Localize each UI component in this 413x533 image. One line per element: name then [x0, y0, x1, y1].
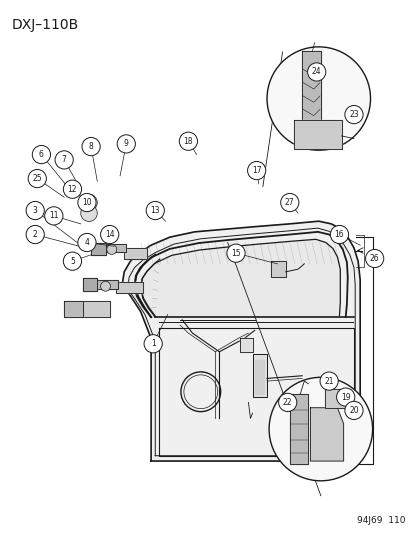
Ellipse shape [367, 256, 380, 266]
Text: 20: 20 [348, 406, 358, 415]
Text: 17: 17 [251, 166, 261, 175]
Polygon shape [240, 338, 252, 352]
Circle shape [336, 388, 354, 406]
Polygon shape [289, 394, 308, 464]
Circle shape [268, 377, 372, 481]
Circle shape [78, 193, 96, 212]
Polygon shape [124, 248, 147, 259]
Polygon shape [301, 51, 320, 147]
Circle shape [26, 225, 44, 244]
Polygon shape [81, 301, 109, 317]
Text: 15: 15 [230, 249, 240, 257]
Circle shape [45, 207, 63, 225]
Text: 16: 16 [334, 230, 344, 239]
Circle shape [78, 233, 96, 252]
Text: 19: 19 [340, 393, 350, 401]
Circle shape [307, 63, 325, 81]
Circle shape [82, 138, 100, 156]
Text: 22: 22 [282, 398, 292, 407]
Text: 21: 21 [324, 377, 333, 385]
Polygon shape [293, 120, 341, 149]
Circle shape [28, 169, 46, 188]
Polygon shape [91, 243, 105, 255]
Circle shape [81, 205, 97, 222]
Polygon shape [64, 301, 83, 317]
Polygon shape [141, 240, 339, 317]
Text: 12: 12 [68, 185, 77, 193]
Circle shape [330, 225, 348, 244]
Text: 23: 23 [348, 110, 358, 119]
Circle shape [144, 335, 162, 353]
Circle shape [63, 180, 81, 198]
Text: 10: 10 [82, 198, 92, 207]
Text: 14: 14 [104, 230, 114, 239]
Text: 3: 3 [33, 206, 38, 215]
Polygon shape [103, 244, 126, 252]
Text: 1: 1 [150, 340, 155, 348]
Circle shape [100, 281, 110, 291]
Polygon shape [95, 280, 118, 289]
Text: 7: 7 [62, 156, 66, 164]
Text: 8: 8 [88, 142, 93, 151]
Circle shape [81, 194, 97, 211]
Text: 2: 2 [33, 230, 38, 239]
Circle shape [247, 161, 265, 180]
Polygon shape [254, 360, 263, 394]
Polygon shape [116, 282, 142, 293]
Circle shape [278, 393, 296, 411]
Polygon shape [310, 408, 343, 461]
Text: 11: 11 [49, 212, 58, 220]
Text: 13: 13 [150, 206, 160, 215]
Text: 94J69  110: 94J69 110 [357, 516, 405, 525]
Polygon shape [83, 278, 97, 291]
Text: DXJ–110B: DXJ–110B [12, 18, 79, 32]
Text: 27: 27 [284, 198, 294, 207]
Circle shape [280, 193, 298, 212]
Circle shape [179, 132, 197, 150]
Polygon shape [252, 354, 266, 397]
Text: 4: 4 [84, 238, 89, 247]
Text: 26: 26 [369, 254, 379, 263]
Circle shape [26, 201, 44, 220]
Circle shape [107, 245, 116, 254]
Circle shape [344, 401, 362, 419]
Text: 24: 24 [311, 68, 321, 76]
Text: 5: 5 [70, 257, 75, 265]
Circle shape [365, 249, 383, 268]
Text: 18: 18 [183, 137, 192, 146]
Text: 9: 9 [123, 140, 128, 148]
Circle shape [100, 225, 119, 244]
Circle shape [63, 252, 81, 270]
Circle shape [266, 47, 370, 150]
Polygon shape [324, 389, 349, 408]
Circle shape [319, 372, 337, 390]
Polygon shape [122, 221, 359, 461]
Circle shape [344, 106, 362, 124]
Text: 25: 25 [32, 174, 42, 183]
Circle shape [146, 201, 164, 220]
Circle shape [55, 151, 73, 169]
Circle shape [117, 135, 135, 153]
Circle shape [32, 146, 50, 164]
Polygon shape [271, 261, 285, 277]
Text: 6: 6 [39, 150, 44, 159]
Circle shape [226, 244, 244, 262]
